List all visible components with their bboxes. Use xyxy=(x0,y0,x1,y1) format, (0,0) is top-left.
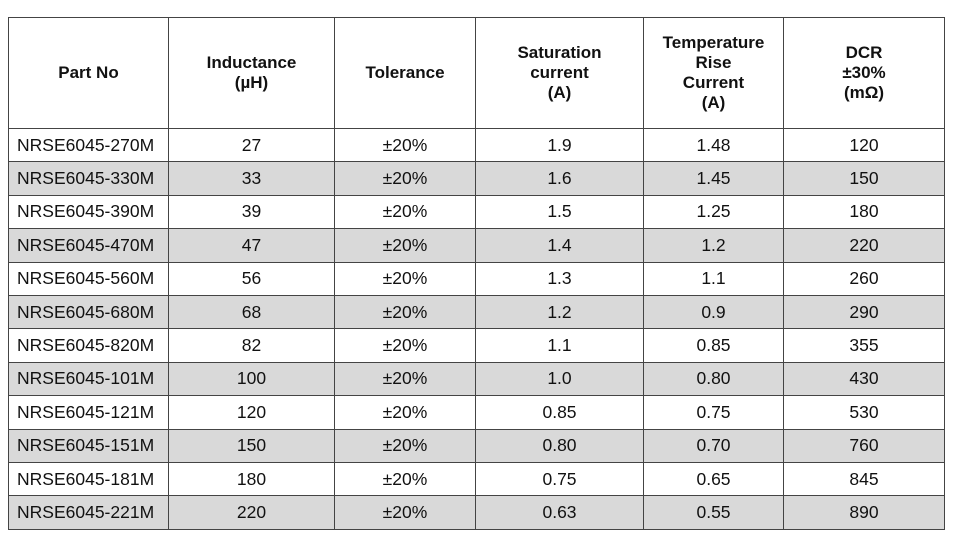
cell-tolerance: ±20% xyxy=(334,261,476,296)
table-row: NRSE6045-151M 150 ±20% 0.80 0.70 760 xyxy=(8,428,945,463)
cell-part-no: NRSE6045-181M xyxy=(8,461,169,497)
cell-temperature-rise-current: 1.25 xyxy=(643,194,784,230)
cell-dcr: 150 xyxy=(783,161,945,196)
cell-tolerance: ±20% xyxy=(334,495,476,530)
cell-tolerance: ±20% xyxy=(334,395,476,430)
header-inductance: Inductance (µH) xyxy=(168,17,335,129)
cell-saturation-current: 0.63 xyxy=(475,495,644,530)
cell-part-no: NRSE6045-270M xyxy=(8,127,169,163)
header-tolerance: Tolerance xyxy=(334,17,476,129)
table-row: NRSE6045-680M 68 ±20% 1.2 0.9 290 xyxy=(8,294,945,330)
cell-part-no: NRSE6045-101M xyxy=(8,361,169,397)
cell-dcr: 530 xyxy=(783,395,945,430)
cell-saturation-current: 1.1 xyxy=(475,328,644,363)
cell-part-no: NRSE6045-330M xyxy=(8,161,169,196)
cell-inductance: 47 xyxy=(168,228,335,263)
cell-part-no: NRSE6045-121M xyxy=(8,395,169,430)
cell-inductance: 120 xyxy=(168,395,335,430)
cell-part-no: NRSE6045-151M xyxy=(8,428,169,463)
cell-saturation-current: 0.85 xyxy=(475,395,644,430)
table-row: NRSE6045-221M 220 ±20% 0.63 0.55 890 xyxy=(8,495,945,530)
cell-tolerance: ±20% xyxy=(334,361,476,397)
cell-tolerance: ±20% xyxy=(334,328,476,363)
cell-tolerance: ±20% xyxy=(334,194,476,230)
table-row: NRSE6045-820M 82 ±20% 1.1 0.85 355 xyxy=(8,328,945,363)
cell-inductance: 33 xyxy=(168,161,335,196)
cell-tolerance: ±20% xyxy=(334,228,476,263)
cell-part-no: NRSE6045-221M xyxy=(8,495,169,530)
table-row: NRSE6045-121M 120 ±20% 0.85 0.75 530 xyxy=(8,395,945,430)
cell-dcr: 220 xyxy=(783,228,945,263)
cell-temperature-rise-current: 1.45 xyxy=(643,161,784,196)
cell-temperature-rise-current: 0.65 xyxy=(643,461,784,497)
cell-saturation-current: 1.4 xyxy=(475,228,644,263)
table-row: NRSE6045-560M 56 ±20% 1.3 1.1 260 xyxy=(8,261,945,296)
cell-inductance: 100 xyxy=(168,361,335,397)
cell-dcr: 260 xyxy=(783,261,945,296)
cell-dcr: 355 xyxy=(783,328,945,363)
cell-temperature-rise-current: 0.70 xyxy=(643,428,784,463)
cell-inductance: 39 xyxy=(168,194,335,230)
cell-dcr: 180 xyxy=(783,194,945,230)
inductor-spec-table: Part No Inductance (µH) Tolerance Satura… xyxy=(8,17,945,530)
cell-dcr: 430 xyxy=(783,361,945,397)
cell-part-no: NRSE6045-470M xyxy=(8,228,169,263)
cell-temperature-rise-current: 1.2 xyxy=(643,228,784,263)
cell-temperature-rise-current: 0.55 xyxy=(643,495,784,530)
cell-tolerance: ±20% xyxy=(334,428,476,463)
table-header-row: Part No Inductance (µH) Tolerance Satura… xyxy=(8,17,945,129)
cell-dcr: 760 xyxy=(783,428,945,463)
cell-temperature-rise-current: 1.48 xyxy=(643,127,784,163)
header-saturation-current: Saturation current (A) xyxy=(475,17,644,129)
cell-saturation-current: 1.9 xyxy=(475,127,644,163)
cell-tolerance: ±20% xyxy=(334,127,476,163)
table-row: NRSE6045-270M 27 ±20% 1.9 1.48 120 xyxy=(8,127,945,163)
header-part-no: Part No xyxy=(8,17,169,129)
cell-part-no: NRSE6045-820M xyxy=(8,328,169,363)
cell-dcr: 890 xyxy=(783,495,945,530)
cell-dcr: 290 xyxy=(783,294,945,330)
cell-saturation-current: 1.0 xyxy=(475,361,644,397)
cell-saturation-current: 1.3 xyxy=(475,261,644,296)
cell-temperature-rise-current: 1.1 xyxy=(643,261,784,296)
cell-saturation-current: 1.5 xyxy=(475,194,644,230)
cell-tolerance: ±20% xyxy=(334,294,476,330)
header-dcr: DCR ±30% (mΩ) xyxy=(783,17,945,129)
table-row: NRSE6045-470M 47 ±20% 1.4 1.2 220 xyxy=(8,228,945,263)
header-temperature-rise-current: Temperature Rise Current (A) xyxy=(643,17,784,129)
cell-inductance: 27 xyxy=(168,127,335,163)
cell-dcr: 845 xyxy=(783,461,945,497)
cell-inductance: 220 xyxy=(168,495,335,530)
cell-temperature-rise-current: 0.80 xyxy=(643,361,784,397)
table-body: NRSE6045-270M 27 ±20% 1.9 1.48 120 NRSE6045-33… xyxy=(8,127,945,530)
table-row: NRSE6045-390M 39 ±20% 1.5 1.25 180 xyxy=(8,194,945,230)
cell-tolerance: ±20% xyxy=(334,161,476,196)
cell-saturation-current: 0.75 xyxy=(475,461,644,497)
cell-temperature-rise-current: 0.75 xyxy=(643,395,784,430)
cell-dcr: 120 xyxy=(783,127,945,163)
cell-saturation-current: 1.2 xyxy=(475,294,644,330)
cell-inductance: 180 xyxy=(168,461,335,497)
cell-inductance: 150 xyxy=(168,428,335,463)
cell-part-no: NRSE6045-390M xyxy=(8,194,169,230)
cell-temperature-rise-current: 0.85 xyxy=(643,328,784,363)
cell-inductance: 68 xyxy=(168,294,335,330)
cell-saturation-current: 1.6 xyxy=(475,161,644,196)
cell-temperature-rise-current: 0.9 xyxy=(643,294,784,330)
table-row: NRSE6045-330M 33 ±20% 1.6 1.45 150 xyxy=(8,161,945,196)
cell-part-no: NRSE6045-680M xyxy=(8,294,169,330)
cell-inductance: 82 xyxy=(168,328,335,363)
cell-part-no: NRSE6045-560M xyxy=(8,261,169,296)
cell-saturation-current: 0.80 xyxy=(475,428,644,463)
cell-inductance: 56 xyxy=(168,261,335,296)
table-row: NRSE6045-101M 100 ±20% 1.0 0.80 430 xyxy=(8,361,945,397)
cell-tolerance: ±20% xyxy=(334,461,476,497)
table-row: NRSE6045-181M 180 ±20% 0.75 0.65 845 xyxy=(8,461,945,497)
